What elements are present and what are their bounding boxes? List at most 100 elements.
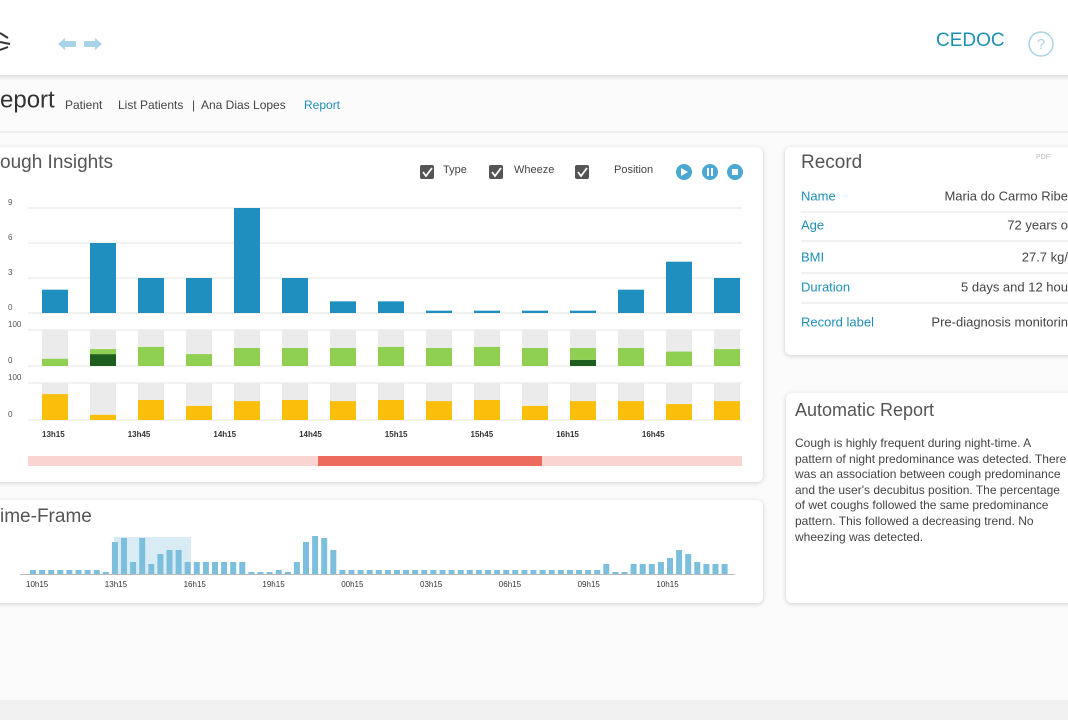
crumb-current: Report (304, 98, 341, 112)
x-tick-label: 15h15 (385, 430, 408, 439)
nav-arrows[interactable] (58, 38, 102, 50)
bar (248, 572, 255, 574)
bar (666, 404, 692, 420)
bar (639, 564, 646, 574)
bar (57, 570, 64, 574)
bar (685, 554, 692, 574)
x-tick-label: 19h15 (262, 580, 285, 589)
bar (282, 278, 308, 313)
checkbox[interactable] (489, 165, 503, 179)
bar (212, 562, 218, 574)
panel-title: ime-Frame (0, 506, 92, 527)
crumb[interactable]: List Patients (118, 98, 183, 112)
bar (138, 400, 164, 420)
x-tick-label: 16h15 (184, 580, 207, 589)
bar (630, 564, 637, 574)
bar-segment (666, 351, 692, 366)
pause-button[interactable] (702, 164, 718, 180)
bar (621, 572, 628, 574)
help-mark[interactable]: ? (1037, 36, 1045, 53)
bar (503, 570, 510, 574)
panel-title: Record (801, 152, 862, 173)
bar (375, 570, 382, 574)
bar (186, 278, 212, 313)
x-tick-label: 13h15 (42, 430, 65, 439)
bar (412, 570, 419, 574)
bar (466, 570, 473, 574)
bar (66, 570, 73, 574)
bar (521, 570, 528, 574)
bar (676, 550, 683, 574)
y-tick-label: 0 (8, 356, 13, 365)
bar (239, 562, 246, 574)
x-tick-label: 10h15 (26, 580, 49, 589)
bar (157, 554, 164, 574)
bar (548, 570, 555, 574)
stop-button[interactable] (727, 164, 743, 180)
bar (30, 570, 36, 574)
bar (522, 310, 548, 313)
crumb[interactable]: Ana Dias Lopes (201, 98, 286, 112)
pdf-icon[interactable]: PDF (1036, 154, 1050, 161)
x-tick-label: 06h15 (499, 580, 522, 589)
record-value: Pre-diagnosis monitorin (931, 314, 1068, 329)
bar-segment (378, 346, 404, 366)
bar (439, 570, 446, 574)
bar (148, 564, 155, 574)
bar (139, 538, 146, 574)
crumb[interactable]: Patient (65, 98, 103, 112)
record-label: Duration (801, 279, 850, 294)
bar (184, 562, 191, 574)
x-tick-label: 16h15 (556, 430, 579, 439)
bar (648, 564, 655, 574)
help-icon[interactable] (1028, 31, 1054, 57)
play-button[interactable] (676, 164, 692, 180)
bar-segment (42, 358, 68, 366)
record-label: Name (801, 188, 836, 203)
bar (421, 570, 428, 574)
bar (39, 570, 46, 574)
record-value: 72 years o (1007, 217, 1068, 232)
bar-segment (714, 349, 740, 366)
bar (321, 538, 328, 574)
toggle-label[interactable]: Type (443, 164, 467, 176)
bar (539, 570, 546, 574)
range-selection[interactable] (318, 456, 542, 466)
bar (230, 562, 237, 574)
checkbox[interactable] (575, 165, 589, 179)
bar (474, 400, 500, 420)
y-tick-label: 6 (8, 233, 13, 242)
bar (202, 562, 209, 574)
bar (694, 562, 701, 574)
record-label: Age (801, 217, 824, 232)
toggle-label[interactable]: Wheeze (514, 164, 554, 176)
bar-segment (522, 348, 548, 366)
bar (257, 572, 264, 574)
bar (330, 401, 356, 420)
bar (714, 401, 740, 420)
bar (576, 570, 582, 574)
bar-segment (234, 348, 260, 366)
y-tick-label: 0 (8, 303, 13, 312)
brand[interactable]: CEDOC (936, 30, 1005, 51)
checkbox[interactable] (420, 165, 434, 179)
bar (403, 570, 410, 574)
bar-segment (330, 348, 356, 366)
bar-segment (426, 348, 452, 366)
bar (48, 570, 55, 574)
bar (530, 570, 537, 574)
bar (570, 310, 596, 313)
panel-title: Automatic Report (795, 400, 934, 420)
toggle-label[interactable]: Position (614, 164, 653, 176)
bar (426, 310, 452, 313)
bar (90, 243, 116, 313)
x-tick-label: 09h15 (578, 580, 601, 589)
bar-track (90, 383, 116, 420)
bar (93, 570, 100, 574)
bar (138, 278, 164, 313)
x-tick-label: 03h15 (420, 580, 443, 589)
footer-strip (0, 700, 1068, 720)
record-value: Maria do Carmo Ribe (944, 188, 1068, 203)
bar (714, 278, 740, 313)
